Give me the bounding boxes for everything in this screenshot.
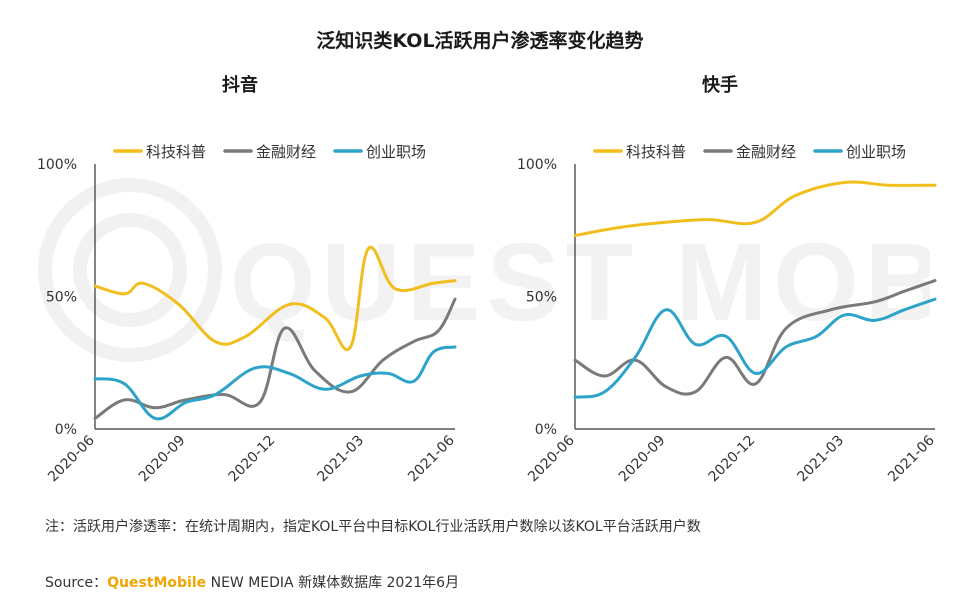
source-line: Source：QuestMobile NEW MEDIA 新媒体数据库 2021… xyxy=(45,572,459,592)
series-line-2 xyxy=(93,345,457,421)
legend-label: 科技科普 xyxy=(626,143,686,161)
y-tick-label: 50% xyxy=(46,290,77,306)
legend-item-2: 创业职场 xyxy=(333,143,426,161)
footnote: 注：活跃用户渗透率：在统计周期内，指定KOL平台中目标KOL行业活跃用户数除以该… xyxy=(45,519,701,535)
y-tick-label: 50% xyxy=(526,290,557,306)
x-tick-label: 2021-03 xyxy=(314,433,367,486)
legend-item-1: 金融财经 xyxy=(223,143,316,161)
source-brand: QuestMobile xyxy=(107,575,207,591)
x-tick-label: 2021-06 xyxy=(885,432,938,485)
y-tick-label: 100% xyxy=(37,157,77,173)
x-tick-label: 2020-06 xyxy=(525,432,578,485)
legend-item-2: 创业职场 xyxy=(813,143,906,161)
legend-item-1: 金融财经 xyxy=(703,143,796,161)
series-line-1 xyxy=(93,297,457,420)
x-tick-label: 2020-12 xyxy=(706,433,759,486)
x-tick-label: 2021-06 xyxy=(405,432,458,485)
y-tick-label: 100% xyxy=(517,157,557,173)
y-tick-label: 0% xyxy=(55,422,77,438)
x-tick-label: 2020-12 xyxy=(226,433,279,486)
legend-label: 科技科普 xyxy=(146,143,206,161)
x-tick-label: 2020-06 xyxy=(45,432,98,485)
legend-label: 金融财经 xyxy=(736,143,796,161)
x-tick-label: 2021-03 xyxy=(794,433,847,486)
series-line-1 xyxy=(573,279,937,396)
x-tick-label: 2020-09 xyxy=(616,433,669,486)
series-line-0 xyxy=(573,180,937,238)
series-line-0 xyxy=(93,245,457,352)
series-line-2 xyxy=(573,297,937,399)
source-label: Source： xyxy=(45,575,108,591)
source-text: NEW MEDIA 新媒体数据库 2021年6月 xyxy=(206,575,460,591)
legend-label: 创业职场 xyxy=(846,143,906,161)
legend-item-0: 科技科普 xyxy=(113,143,206,161)
subplot-title: 快手 xyxy=(702,74,738,96)
legend-item-0: 科技科普 xyxy=(593,143,686,161)
legend-label: 创业职场 xyxy=(366,143,426,161)
legend-label: 金融财经 xyxy=(256,143,316,161)
x-tick-label: 2020-09 xyxy=(136,433,189,486)
main-title: 泛知识类KOL活跃用户渗透率变化趋势 xyxy=(316,30,644,52)
y-tick-label: 0% xyxy=(535,422,557,438)
subplot-title: 抖音 xyxy=(222,74,258,96)
